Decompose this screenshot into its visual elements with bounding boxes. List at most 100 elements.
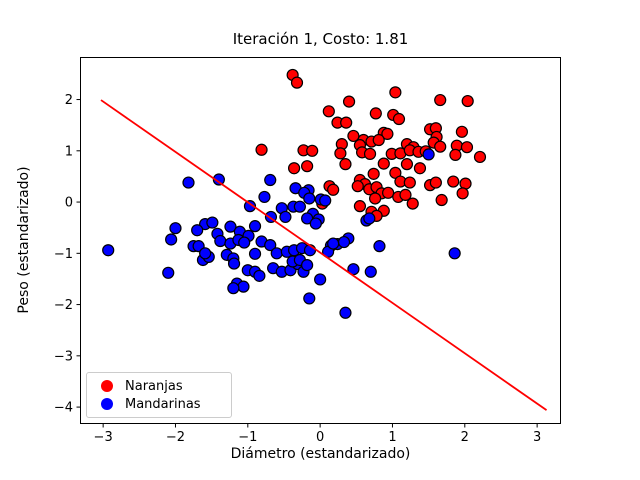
data-point-naranjas [287, 162, 301, 175]
x-tick-label: 1 [388, 430, 396, 445]
data-point-naranjas [351, 180, 364, 193]
data-point-mandarinas [182, 176, 195, 189]
data-point-naranjas [399, 188, 412, 201]
data-point-mandarinas [319, 194, 332, 207]
data-point-mandarinas [238, 236, 251, 249]
x-tick-label: −2 [166, 430, 185, 445]
data-point-mandarinas [339, 306, 352, 319]
data-point-mandarinas [165, 233, 178, 246]
data-point-mandarinas [264, 239, 277, 252]
x-tick-label: 0 [316, 430, 324, 445]
data-point-naranjas [392, 112, 406, 126]
data-point-naranjas [455, 125, 469, 138]
data-point-mandarinas [270, 247, 283, 260]
data-point-mandarinas [327, 237, 340, 250]
x-tick-label: −3 [94, 430, 113, 445]
data-point-mandarinas [227, 257, 241, 270]
data-point-mandarinas [363, 212, 376, 225]
x-tick-label: −1 [238, 430, 257, 445]
data-point-naranjas [403, 176, 416, 189]
data-point-naranjas [342, 95, 356, 108]
y-tick-label: −4 [54, 401, 73, 416]
data-point-naranjas [334, 147, 347, 160]
legend-item-naranjas: Naranjas [87, 379, 231, 394]
data-point-naranjas [347, 129, 360, 143]
naranjas-marker-icon [101, 380, 113, 392]
y-tick-label: −3 [54, 349, 73, 364]
data-point-mandarinas [364, 265, 377, 278]
data-point-naranjas [473, 150, 487, 164]
data-point-naranjas [367, 167, 380, 180]
data-point-mandarinas [448, 247, 461, 260]
x-tick-label: 3 [533, 430, 541, 445]
data-point-naranjas [322, 105, 335, 118]
data-point-naranjas [389, 86, 402, 99]
data-point-naranjas [381, 127, 394, 140]
data-point-mandarinas [206, 216, 219, 229]
data-point-naranjas [377, 157, 390, 170]
data-point-mandarinas [303, 292, 316, 305]
axes-frame [80, 57, 561, 424]
data-point-mandarinas [102, 244, 115, 257]
data-point-naranjas [460, 141, 474, 154]
data-point-naranjas [413, 162, 427, 175]
data-point-naranjas [434, 140, 447, 153]
legend-label-naranjas: Naranjas [125, 378, 183, 394]
data-point-mandarinas [212, 173, 225, 186]
y-tick-label: −2 [54, 298, 73, 313]
data-point-naranjas [406, 197, 419, 210]
data-point-naranjas [255, 143, 268, 156]
data-point-mandarinas [303, 192, 316, 205]
data-point-naranjas [301, 160, 314, 173]
data-point-mandarinas [253, 269, 266, 282]
y-axis-label: Peso (estandarizado) [16, 166, 32, 314]
data-point-mandarinas [214, 234, 227, 248]
data-point-mandarinas [301, 259, 314, 272]
data-point-mandarinas [199, 247, 212, 260]
x-tick-label: 2 [461, 430, 469, 445]
y-tick-label: −1 [54, 247, 73, 262]
data-point-naranjas [456, 187, 469, 200]
plot-area: −3 −2 −1 0 1 2 3 −4 −3 −2 −1 0 1 2 [54, 57, 561, 445]
mandarinas-marker-icon [101, 398, 113, 410]
data-point-mandarinas [227, 282, 240, 295]
data-point-naranjas [306, 144, 319, 157]
y-tick-label: 2 [65, 93, 73, 108]
data-point-mandarinas [248, 220, 262, 233]
data-point-naranjas [369, 107, 382, 120]
data-point-naranjas [435, 193, 448, 207]
data-point-naranjas [327, 183, 340, 196]
data-point-mandarinas [169, 222, 182, 235]
data-point-mandarinas [191, 224, 204, 237]
chart-title: Iteración 1, Costo: 1.81 [232, 30, 409, 48]
y-tick-label: 0 [65, 196, 73, 211]
data-point-mandarinas [243, 200, 257, 213]
data-point-naranjas [447, 175, 460, 188]
legend: Naranjas Mandarinas [86, 372, 232, 418]
data-point-mandarinas [314, 273, 327, 286]
data-point-naranjas [461, 94, 474, 108]
data-point-mandarinas [264, 173, 277, 187]
data-point-naranjas [339, 158, 352, 171]
data-point-mandarinas [237, 280, 250, 293]
data-point-mandarinas [293, 200, 306, 213]
data-point-naranjas [372, 133, 385, 147]
data-point-mandarinas [309, 217, 322, 230]
data-point-naranjas [369, 192, 382, 205]
data-point-mandarinas [248, 247, 262, 260]
data-point-mandarinas [422, 148, 435, 161]
data-point-mandarinas [337, 235, 351, 249]
x-axis-label: Diámetro (estandarizado) [230, 446, 411, 462]
legend-item-mandarinas: Mandarinas [87, 397, 231, 412]
y-tick-label: 1 [65, 144, 73, 159]
data-point-naranjas [363, 147, 377, 160]
data-point-mandarinas [373, 240, 386, 253]
data-point-mandarinas [162, 266, 175, 279]
data-point-mandarinas [224, 220, 237, 233]
data-point-naranjas [353, 200, 367, 213]
data-point-naranjas [449, 148, 462, 162]
data-point-naranjas [382, 186, 395, 199]
decision-boundary-line [100, 99, 548, 411]
data-point-mandarinas [258, 190, 271, 204]
